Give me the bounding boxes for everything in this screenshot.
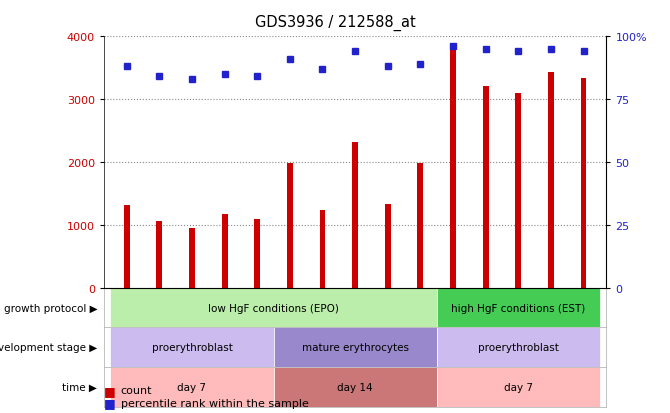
Bar [567, 288, 600, 368]
Text: percentile rank within the sample: percentile rank within the sample [121, 398, 308, 408]
Bar [515, 94, 521, 288]
Bar [437, 288, 600, 328]
Text: day 7: day 7 [504, 382, 533, 392]
Bar [287, 164, 293, 288]
Text: day 7: day 7 [178, 382, 206, 392]
Bar [111, 288, 143, 368]
Bar [535, 288, 567, 368]
Text: proerythroblast: proerythroblast [478, 342, 559, 352]
Bar [450, 46, 456, 288]
Bar [404, 288, 437, 368]
Bar [111, 367, 273, 407]
Bar [124, 205, 129, 288]
Text: day 14: day 14 [337, 382, 373, 392]
Bar [548, 73, 554, 288]
Bar [339, 288, 371, 368]
Text: mature erythrocytes: mature erythrocytes [302, 342, 409, 352]
Bar [502, 288, 535, 368]
Bar [189, 228, 195, 288]
Text: count: count [121, 385, 152, 395]
Text: ■: ■ [104, 396, 116, 409]
Bar [273, 367, 437, 407]
Bar [111, 328, 273, 367]
Bar [156, 221, 162, 288]
Bar [143, 288, 176, 368]
Text: GDS3936 / 212588_at: GDS3936 / 212588_at [255, 14, 415, 31]
Bar [241, 288, 273, 368]
Bar [306, 288, 339, 368]
Text: growth protocol ▶: growth protocol ▶ [3, 303, 97, 313]
Bar [352, 142, 358, 288]
Bar [111, 288, 437, 328]
Bar [222, 215, 228, 288]
Bar [417, 164, 423, 288]
Bar [437, 367, 600, 407]
Bar [581, 78, 586, 288]
Bar [371, 288, 404, 368]
Text: proerythroblast: proerythroblast [151, 342, 232, 352]
Bar [176, 288, 208, 368]
Text: time ▶: time ▶ [62, 382, 97, 392]
Bar [482, 87, 488, 288]
Text: low HgF conditions (EPO): low HgF conditions (EPO) [208, 303, 339, 313]
Bar [469, 288, 502, 368]
Bar [273, 288, 306, 368]
Bar [273, 328, 437, 367]
Bar [320, 211, 326, 288]
Bar [437, 328, 600, 367]
Bar [208, 288, 241, 368]
Text: development stage ▶: development stage ▶ [0, 342, 97, 352]
Text: ■: ■ [104, 384, 116, 397]
Text: high HgF conditions (EST): high HgF conditions (EST) [451, 303, 586, 313]
Bar [385, 204, 391, 288]
Bar [437, 288, 469, 368]
Bar [255, 219, 260, 288]
